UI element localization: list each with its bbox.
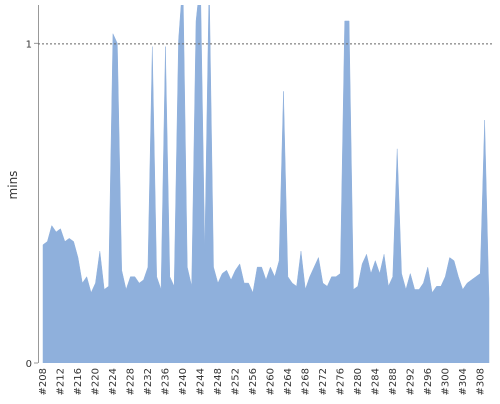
x-tick-label: #288 xyxy=(388,368,399,395)
x-tick-label: #308 xyxy=(475,368,486,395)
x-tick-label: #212 xyxy=(55,368,66,395)
x-tick-label: #284 xyxy=(370,368,381,395)
x-tick-label: #260 xyxy=(265,368,276,395)
x-tick-label: #256 xyxy=(248,368,259,395)
x-tick-label: #268 xyxy=(300,368,311,395)
y-axis-label: mins xyxy=(6,171,20,200)
x-tick-label: #276 xyxy=(335,368,346,395)
x-tick-label: #244 xyxy=(195,368,206,395)
x-tick-label: #292 xyxy=(405,368,416,395)
area xyxy=(42,5,490,363)
x-tick-label: #208 xyxy=(38,368,49,395)
x-tick-label: #252 xyxy=(230,368,241,395)
x-tick-label: #248 xyxy=(213,368,224,395)
x-tick-label: #304 xyxy=(458,368,469,395)
x-tick-label: #296 xyxy=(423,368,434,395)
x-tick-label: #220 xyxy=(90,368,101,395)
x-tick-label: #216 xyxy=(73,368,84,395)
y-tick-label: 1 xyxy=(26,39,32,50)
x-tick-label: #280 xyxy=(353,368,364,395)
x-tick-label: #264 xyxy=(283,368,294,395)
x-tick-label: #228 xyxy=(125,368,136,395)
x-tick-label: #272 xyxy=(318,368,329,395)
x-tick-label: #300 xyxy=(440,368,451,395)
x-tick-label: #224 xyxy=(108,368,119,395)
x-tick-label: #240 xyxy=(178,368,189,395)
y-tick-label: 0 xyxy=(26,359,32,370)
x-tick-label: #232 xyxy=(143,368,154,395)
x-tick-label: #236 xyxy=(160,368,171,395)
